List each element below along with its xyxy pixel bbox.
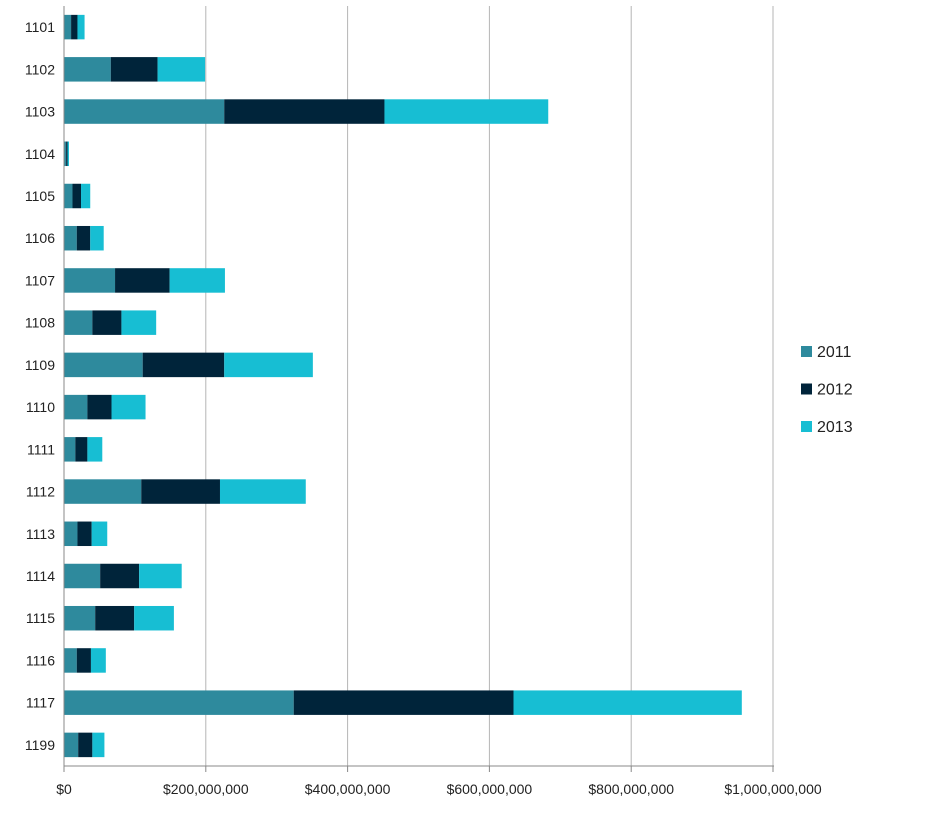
bar-1109-2013 [224, 352, 313, 378]
bar-1113-2011 [64, 521, 78, 547]
bar-1199-2011 [64, 732, 79, 758]
bars [64, 14, 742, 758]
bar-1101-2011 [64, 14, 72, 40]
y-tick-label-1110: 1110 [26, 399, 55, 415]
y-tick-label-1105: 1105 [25, 188, 55, 204]
bar-1106-2013 [90, 225, 104, 251]
bar-1114-2012 [100, 563, 140, 589]
bar-1110-2012 [87, 394, 112, 420]
legend-label-2013: 2013 [817, 419, 853, 436]
x-tick-label-3: $600,000,000 [447, 781, 533, 797]
legend-swatch-2012 [801, 383, 812, 395]
y-tick-label-1103: 1103 [25, 104, 55, 120]
legend-label-2011: 2011 [817, 344, 852, 361]
y-tick-label-1106: 1106 [25, 230, 55, 246]
bar-1111-2013 [87, 437, 103, 462]
bar-1112-2013 [219, 479, 306, 504]
bar-1105-2011 [64, 183, 73, 209]
y-tick-label-1104: 1104 [25, 146, 55, 162]
y-tick-label-1112: 1112 [26, 484, 55, 500]
x-tick-label-2: $400,000,000 [305, 781, 391, 797]
y-tick-label-1115: 1115 [26, 610, 55, 626]
legend-label-2012: 2012 [817, 382, 853, 399]
bar-1108-2012 [92, 310, 122, 335]
bar-1116-2012 [76, 648, 91, 673]
bar-1116-2011 [64, 648, 77, 673]
legend: 2011 2012 2013 [801, 344, 853, 436]
bar-1107-2012 [115, 268, 170, 293]
bar-1102-2011 [64, 57, 111, 82]
bar-1109-2012 [142, 352, 225, 378]
y-tick-label-1111: 1111 [27, 441, 55, 457]
y-tick-label-1107: 1107 [25, 272, 55, 288]
bar-1108-2011 [64, 310, 93, 335]
bar-1109-2011 [64, 352, 143, 378]
bar-1112-2011 [64, 479, 142, 504]
bar-1104-2011 [64, 141, 67, 167]
bar-1111-2012 [75, 437, 88, 462]
bar-1113-2013 [91, 521, 108, 547]
bar-1103-2011 [64, 99, 225, 124]
bar-1110-2013 [111, 394, 146, 420]
bar-1110-2011 [64, 394, 88, 420]
y-tick-label-1108: 1108 [25, 315, 55, 331]
bar-1117-2013 [513, 690, 742, 715]
bar-1102-2013 [157, 57, 206, 82]
bar-1101-2013 [77, 14, 85, 40]
y-tick-label-1116: 1116 [26, 652, 55, 668]
bar-1104-2013 [67, 141, 69, 167]
y-tick-label-1113: 1113 [26, 526, 55, 542]
bar-1115-2012 [95, 605, 135, 631]
bar-1106-2011 [64, 225, 77, 251]
bar-1117-2011 [64, 690, 294, 715]
y-tick-label-1114: 1114 [26, 568, 55, 584]
bar-1107-2013 [169, 268, 225, 293]
bar-1199-2013 [92, 732, 105, 758]
x-tick-label-4: $800,000,000 [588, 781, 674, 797]
bar-1108-2013 [121, 310, 157, 335]
y-tick-label-1117: 1117 [26, 695, 55, 711]
bar-1105-2013 [81, 183, 91, 209]
bar-1104-2012 [66, 141, 68, 167]
x-tick-label-1: $200,000,000 [163, 781, 249, 797]
y-tick-label-1109: 1109 [25, 357, 55, 373]
bar-1101-2012 [71, 14, 78, 40]
legend-swatch-2011 [801, 346, 812, 357]
bar-1112-2012 [141, 479, 220, 504]
y-tick-label-1199: 1199 [25, 737, 55, 753]
bar-1115-2013 [134, 605, 174, 631]
legend-swatch-2013 [801, 421, 812, 432]
bar-1199-2012 [78, 732, 93, 758]
bar-1106-2012 [76, 225, 91, 251]
bar-1107-2011 [64, 268, 116, 293]
bar-1115-2011 [64, 605, 96, 631]
bar-1114-2011 [64, 563, 101, 589]
bar-1114-2013 [139, 563, 182, 589]
bar-1105-2012 [72, 183, 82, 209]
bar-1103-2013 [384, 99, 549, 124]
bar-1103-2012 [224, 99, 385, 124]
bar-1111-2011 [64, 437, 76, 462]
bar-1117-2012 [293, 690, 514, 715]
axes: 1101 1102 1103 1104 1105 1106 1107 1108 1109 1110… [25, 6, 822, 797]
x-tick-label-5: $1,000,000,000 [724, 781, 822, 797]
x-tick-label-0: $0 [56, 781, 72, 797]
y-tick-label-1102: 1102 [25, 61, 55, 77]
bar-1113-2012 [77, 521, 92, 547]
y-tick-label-1101: 1101 [25, 19, 55, 35]
bar-1102-2012 [110, 57, 158, 82]
gridlines [205, 6, 774, 766]
bar-1116-2013 [90, 648, 106, 673]
